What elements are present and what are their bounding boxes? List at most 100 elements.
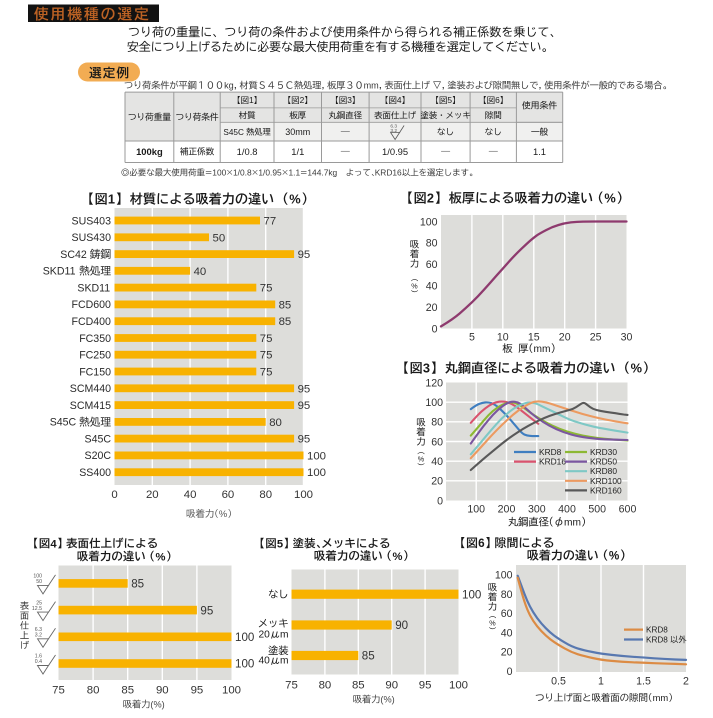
svg-text:SC42: SC42 [60,249,87,261]
svg-text:95: 95 [298,400,311,412]
svg-text:80: 80 [269,417,282,429]
svg-text:40: 40 [501,627,513,639]
svg-text:%: % [604,191,616,206]
svg-text:1.1: 1.1 [289,168,301,178]
svg-text:75: 75 [52,685,65,697]
svg-text:FC250: FC250 [79,350,111,362]
svg-text:40: 40 [426,281,438,293]
svg-text:75: 75 [260,350,273,362]
svg-text:1.5: 1.5 [636,676,651,688]
svg-text:1: 1 [249,95,254,105]
svg-text:60: 60 [501,608,513,620]
svg-text:90: 90 [385,680,398,692]
svg-text:6: 6 [495,95,500,105]
svg-text:500: 500 [588,504,606,516]
svg-text:10: 10 [497,332,509,344]
svg-text:%: % [489,618,496,627]
svg-text:FCD600: FCD600 [72,299,112,311]
svg-text:%: % [411,281,418,290]
svg-text:80: 80 [319,680,332,692]
svg-text:60: 60 [222,489,235,501]
svg-text:85: 85 [352,680,365,692]
svg-text:FCD400: FCD400 [72,316,112,328]
svg-text:20: 20 [426,302,438,314]
svg-text:5: 5 [469,332,475,344]
svg-text:20: 20 [431,476,443,488]
svg-text:m: m [280,629,289,640]
svg-text:KRD30: KRD30 [590,447,617,457]
svg-text:1/0.95: 1/0.95 [258,168,282,178]
svg-text:60: 60 [431,436,443,448]
svg-text:20: 20 [559,332,571,344]
svg-text:0: 0 [432,323,438,335]
svg-text:SUS430: SUS430 [72,232,112,244]
svg-text:100: 100 [467,504,485,516]
svg-text:75: 75 [260,283,273,295]
svg-text:95: 95 [191,685,204,697]
svg-text:SCM415: SCM415 [70,400,111,412]
svg-text:40: 40 [259,656,271,667]
svg-text:1.6: 1.6 [35,654,42,660]
svg-text:3: 3 [347,95,352,105]
svg-text:75: 75 [285,680,298,692]
svg-text:%: % [219,508,227,519]
svg-text:80: 80 [426,238,438,250]
svg-text:50: 50 [36,579,42,585]
svg-text:5: 5 [447,95,452,105]
svg-text:600: 600 [619,504,637,516]
svg-text:FC350: FC350 [79,333,111,345]
svg-text:(%): (%) [380,695,394,705]
svg-text:6.3: 6.3 [35,627,42,633]
svg-text:60: 60 [426,259,438,271]
svg-text:2: 2 [300,95,305,105]
svg-text:100: 100 [462,588,481,601]
svg-text:80: 80 [501,589,513,601]
svg-text:100: 100 [235,658,254,671]
svg-text:400: 400 [558,504,576,516]
svg-text:30mm: 30mm [285,127,310,137]
svg-text:KRD8: KRD8 [539,447,562,457]
svg-text:%: % [289,192,301,207]
svg-text:90: 90 [395,619,408,632]
svg-text:S45C: S45C [85,433,112,445]
svg-text:95: 95 [298,249,311,261]
svg-text:1: 1 [108,192,115,207]
svg-text:0: 0 [507,666,513,678]
svg-text:75: 75 [260,333,273,345]
svg-text:KRD160: KRD160 [590,485,622,495]
svg-text:S45C: S45C [223,128,244,137]
svg-text:mm: mm [534,344,551,355]
svg-text:95: 95 [298,434,311,446]
svg-text:(%): (%) [150,700,164,710]
svg-text:3: 3 [423,361,430,376]
svg-text:3.2: 3.2 [35,633,42,639]
svg-text:KRD100: KRD100 [590,476,622,486]
svg-text:m: m [280,656,289,667]
svg-text:4: 4 [397,95,402,105]
svg-text:75: 75 [260,367,273,379]
svg-text:mm: mm [564,518,581,529]
svg-text:KRD80: KRD80 [590,466,617,476]
svg-text:0.5: 0.5 [551,676,566,688]
svg-text:100: 100 [307,467,326,479]
svg-text:S45C: S45C [50,417,77,429]
svg-text:95: 95 [298,383,311,395]
svg-text:12.5: 12.5 [32,606,42,612]
svg-text:1: 1 [598,676,604,688]
svg-text:85: 85 [279,299,292,311]
svg-text:%: % [393,551,403,563]
svg-text:100: 100 [307,450,326,462]
svg-text:120: 120 [425,377,443,389]
svg-text:50: 50 [213,232,226,244]
svg-text:KRD8: KRD8 [646,636,668,645]
svg-text:FC150: FC150 [79,366,111,378]
svg-text:100: 100 [495,570,513,582]
svg-text:95: 95 [419,680,432,692]
svg-text:6.3: 6.3 [390,124,397,130]
svg-text:%: % [156,551,166,563]
svg-text:100: 100 [425,397,443,409]
svg-text:100: 100 [235,631,254,644]
svg-text:100: 100 [420,216,438,228]
svg-text:85: 85 [362,650,375,663]
svg-text:S20C: S20C [85,450,112,462]
